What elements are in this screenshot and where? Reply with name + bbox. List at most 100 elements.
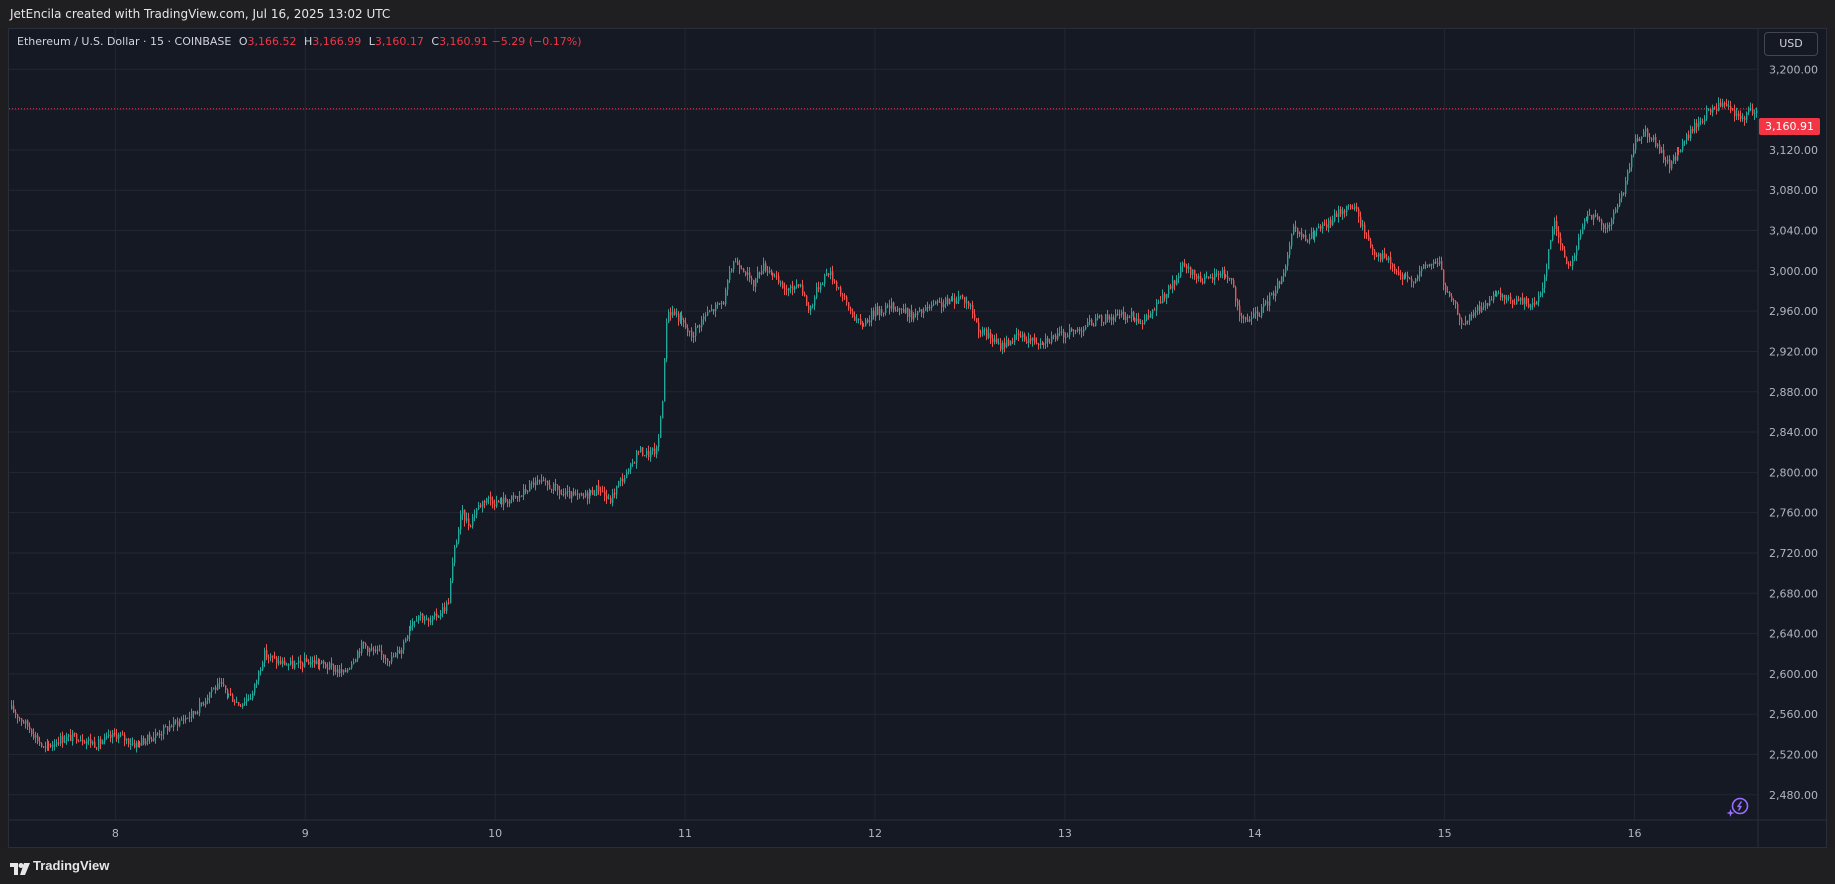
- candle: [86, 738, 88, 750]
- candle: [666, 318, 668, 363]
- candle: [60, 732, 62, 747]
- candle: [27, 719, 29, 731]
- candle: [173, 717, 175, 732]
- symbol-title[interactable]: Ethereum / U.S. Dollar · 15 · COINBASE: [17, 35, 232, 48]
- candle: [29, 722, 31, 734]
- candle: [1714, 106, 1716, 110]
- candle: [636, 449, 638, 469]
- tradingview-brand[interactable]: TradingView: [33, 858, 110, 873]
- candle: [782, 280, 784, 289]
- candle: [804, 291, 806, 297]
- candle: [721, 300, 723, 310]
- candle: [484, 499, 486, 509]
- candle: [919, 307, 921, 313]
- candle: [658, 434, 660, 452]
- candle: [790, 284, 792, 294]
- high-value: 3,166.99: [312, 35, 362, 48]
- candle: [1360, 211, 1362, 228]
- candle: [1449, 291, 1451, 298]
- candle: [1036, 337, 1038, 345]
- candle: [947, 294, 949, 307]
- candle: [794, 285, 796, 294]
- candle: [697, 325, 699, 329]
- candle: [1570, 260, 1572, 267]
- candle: [339, 664, 341, 677]
- candle: [1026, 336, 1028, 344]
- candle: [223, 678, 225, 687]
- candle: [45, 741, 47, 753]
- candle: [205, 697, 207, 708]
- candle: [1061, 325, 1063, 336]
- symbol-legend: Ethereum / U.S. Dollar · 15 · COINBASE O…: [17, 35, 582, 48]
- time-axis[interactable]: 8 9 10 11 12 13 14 15 16: [112, 827, 1642, 840]
- candle: [54, 739, 56, 751]
- candle: [1631, 154, 1633, 172]
- low-value: 3,160.17: [374, 35, 424, 48]
- candle: [1293, 223, 1295, 236]
- candle: [869, 315, 871, 327]
- candle: [527, 490, 529, 495]
- candle: [765, 260, 767, 273]
- candle: [1051, 331, 1053, 345]
- candle: [343, 669, 345, 675]
- candle: [1368, 229, 1370, 241]
- tradingview-logo-icon[interactable]: [10, 860, 30, 879]
- candle: [149, 731, 151, 745]
- candle: [341, 663, 343, 677]
- candle: [507, 499, 509, 508]
- candle: [1392, 262, 1394, 272]
- candle: [286, 662, 288, 666]
- candle: [1030, 334, 1032, 345]
- candle: [1659, 140, 1661, 155]
- candle: [1661, 146, 1663, 154]
- candle: [523, 483, 525, 501]
- candle: [1742, 113, 1744, 122]
- candle: [464, 509, 466, 527]
- candle: [650, 447, 652, 462]
- candle: [685, 317, 687, 330]
- candle: [345, 667, 347, 673]
- candle: [195, 711, 197, 715]
- candle: [1552, 226, 1554, 242]
- sparkle-assistant-icon[interactable]: [1726, 796, 1750, 820]
- candle: [157, 732, 159, 736]
- candle: [1404, 273, 1406, 280]
- candle: [385, 654, 387, 665]
- candle: [409, 625, 411, 642]
- candle: [1077, 327, 1079, 333]
- candle: [1692, 126, 1694, 134]
- candle: [122, 730, 124, 736]
- candle: [1635, 134, 1637, 154]
- candle: [557, 484, 559, 496]
- candle: [903, 303, 905, 313]
- candle: [1233, 278, 1235, 288]
- candle: [1502, 293, 1504, 301]
- candle: [1429, 263, 1431, 268]
- candle: [705, 312, 707, 322]
- candle: [589, 488, 591, 504]
- price-tick-label: 3,080.00: [1769, 184, 1818, 197]
- candle: [1586, 216, 1588, 222]
- price-tick-label: 2,880.00: [1769, 386, 1818, 399]
- candle: [448, 598, 450, 605]
- candle: [1311, 227, 1313, 240]
- candle: [365, 642, 367, 649]
- candle: [1538, 291, 1540, 307]
- candle: [1469, 313, 1471, 325]
- candle: [1249, 316, 1251, 323]
- candle: [179, 718, 181, 728]
- candle: [482, 500, 484, 513]
- candle: [98, 735, 100, 751]
- candle: [699, 324, 701, 333]
- chart-panel[interactable]: [8, 28, 1827, 848]
- price-axis[interactable]: 2,480.00 2,520.00 2,560.00 2,600.00 2,640.00…: [1769, 63, 1818, 802]
- candle: [1696, 119, 1698, 134]
- currency-button[interactable]: USD: [1764, 32, 1818, 56]
- candle: [500, 497, 502, 505]
- candle: [440, 610, 442, 620]
- candle: [1665, 156, 1667, 167]
- candle: [1180, 262, 1182, 278]
- candle: [612, 488, 614, 507]
- candle: [193, 710, 195, 719]
